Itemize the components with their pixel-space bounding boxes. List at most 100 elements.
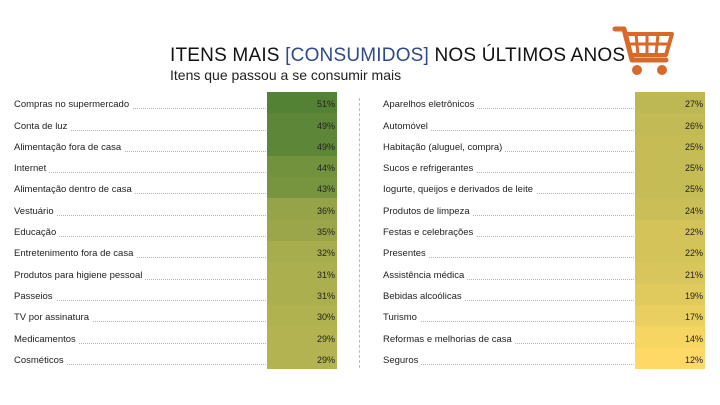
dotted-leader (14, 150, 266, 152)
value-label: 30% (316, 312, 335, 323)
row-label: Medicamentos (14, 333, 79, 345)
value-label: 22% (684, 227, 703, 238)
dotted-leader (383, 363, 634, 365)
row-label: Festas e celebrações (383, 227, 477, 239)
row-label: Cosméticos (14, 354, 67, 366)
value-cell: 19% (635, 283, 705, 305)
value-label: 24% (684, 205, 703, 216)
value-label: 17% (684, 312, 703, 323)
value-label: 29% (316, 333, 335, 344)
dotted-leader (14, 172, 266, 174)
shopping-cart-icon (612, 26, 674, 75)
value-label: 49% (316, 120, 335, 131)
value-label: 25% (684, 141, 703, 152)
dotted-leader (383, 172, 634, 174)
dotted-leader (14, 321, 266, 323)
value-cell: 29% (267, 347, 337, 369)
row-label: Educação (14, 227, 60, 239)
row-label: Alimentação dentro de casa (14, 184, 135, 196)
value-label: 22% (684, 248, 703, 259)
value-label: 31% (316, 290, 335, 301)
value-cell: 25% (635, 177, 705, 199)
title-highlight: [CONSUMIDOS] (285, 45, 430, 66)
row-label: Aparelhos eletrônicos (383, 99, 478, 111)
column-divider (359, 98, 360, 368)
title-before: ITENS MAIS (170, 45, 286, 66)
row-label: Passeios (14, 290, 56, 302)
value-cell: 44% (267, 155, 337, 178)
value-cell: 29% (267, 326, 337, 348)
dotted-leader (383, 214, 634, 216)
row-label: Reformas e melhorias de casa (383, 333, 515, 345)
dotted-leader (383, 299, 634, 301)
value-cell: 32% (267, 241, 337, 263)
value-cell: 17% (635, 304, 705, 327)
dotted-leader (14, 129, 266, 131)
row-label: Produtos de limpeza (383, 205, 473, 217)
row-label: Compras no supermercado (14, 99, 133, 111)
page-title: ITENS MAIS [CONSUMIDOS] NOS ÚLTIMOS ANOS (170, 44, 625, 68)
row-label: TV por assinatura (14, 312, 92, 324)
value-cell: 21% (635, 262, 705, 284)
value-cell: 26% (635, 113, 705, 135)
value-label: 26% (684, 120, 703, 131)
value-cell: 31% (267, 262, 337, 284)
dotted-leader (14, 193, 266, 195)
value-cell: 24% (635, 198, 705, 220)
value-cell: 25% (635, 134, 705, 156)
dotted-leader (383, 129, 634, 131)
row-label: Assistência médica (383, 269, 468, 281)
dotted-leader (14, 214, 266, 216)
value-cell: 12% (635, 347, 705, 369)
row-label: Turismo (383, 312, 420, 324)
dotted-leader (14, 363, 266, 365)
row-label: Internet (14, 163, 50, 175)
value-cell: 22% (635, 241, 705, 263)
row-label: Habitação (aluguel, compra) (383, 141, 506, 153)
dotted-leader (14, 108, 266, 110)
value-label: 49% (316, 141, 335, 152)
value-label: 25% (684, 184, 703, 195)
row-label: Automóvel (383, 120, 431, 132)
dotted-leader (383, 257, 634, 259)
value-cell: 30% (267, 304, 337, 327)
value-label: 35% (316, 227, 335, 238)
row-label: Presentes (383, 248, 429, 260)
dotted-leader (383, 278, 634, 280)
value-cell: 22% (635, 219, 705, 242)
row-label: Sucos e refrigerantes (383, 163, 477, 175)
value-label: 43% (316, 184, 335, 195)
value-label: 12% (684, 354, 703, 365)
dotted-leader (14, 342, 266, 344)
value-label: 29% (316, 354, 335, 365)
value-cell: 31% (267, 283, 337, 305)
dotted-leader (14, 257, 266, 259)
row-label: Entretenimento fora de casa (14, 248, 137, 260)
dotted-leader (383, 236, 634, 238)
value-label: 25% (684, 163, 703, 174)
row-label: Produtos para higiene pessoal (14, 269, 146, 281)
value-cell: 51% (267, 92, 337, 114)
row-label: Bebidas alcoólicas (383, 290, 465, 302)
row-label: Vestuário (14, 205, 57, 217)
value-label: 44% (316, 163, 335, 174)
row-label: Seguros (383, 354, 422, 366)
value-cell: 25% (635, 155, 705, 178)
row-label: Alimentação fora de casa (14, 141, 125, 153)
value-cell: 27% (635, 92, 705, 114)
page-subtitle: Itens que passou a se consumir mais (170, 67, 402, 83)
value-label: 19% (684, 290, 703, 301)
row-label: Iogurte, queijos e derivados de leite (383, 184, 536, 196)
dotted-leader (383, 108, 634, 110)
value-cell: 49% (267, 134, 337, 156)
row-label: Conta de luz (14, 120, 71, 132)
value-cell: 14% (635, 326, 705, 348)
value-cell: 35% (267, 219, 337, 242)
value-label: 36% (316, 205, 335, 216)
value-cell: 36% (267, 198, 337, 220)
value-label: 27% (684, 99, 703, 110)
value-label: 21% (684, 269, 703, 280)
dotted-leader (383, 150, 634, 152)
dotted-leader (383, 321, 634, 323)
value-label: 31% (316, 269, 335, 280)
